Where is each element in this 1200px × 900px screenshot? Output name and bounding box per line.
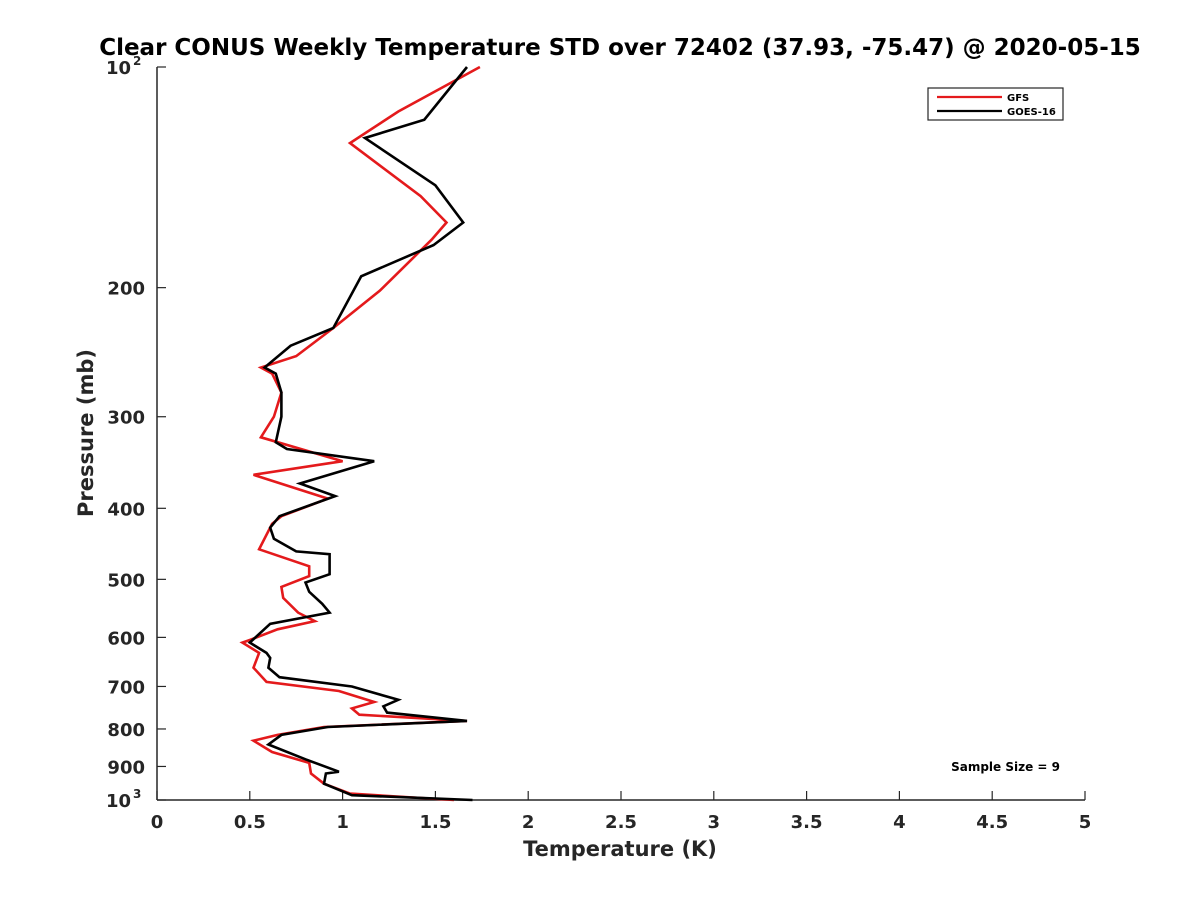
- x-tick-label: 5: [1079, 812, 1092, 833]
- x-tick-label: 4.5: [976, 812, 1008, 833]
- y-tick-label-exponent: 2: [133, 54, 141, 68]
- y-tick-label: 300: [107, 408, 145, 429]
- y-tick-label-exponent: 3: [133, 787, 141, 801]
- y-tick-label: 700: [107, 677, 145, 698]
- y-tick-label: 600: [107, 628, 145, 649]
- x-tick-label: 0: [151, 812, 164, 833]
- plot-area: [156, 67, 1085, 801]
- legend: GFS GOES-16: [927, 87, 1064, 121]
- y-tick-label: 900: [107, 757, 145, 778]
- legend-label-gfs: GFS: [1007, 93, 1029, 104]
- y-tick-label: 500: [107, 570, 145, 591]
- x-tick-label: 1.5: [419, 812, 451, 833]
- x-tick-label: 3.5: [791, 812, 823, 833]
- y-tick-label: 10: [106, 791, 131, 812]
- x-tick-label: 1: [336, 812, 349, 833]
- x-tick-label: 3: [708, 812, 721, 833]
- x-axis-ticks: 0 0.5 1 1.5 2 2.5 3 3.5 4 4.5 5: [151, 791, 1092, 833]
- chart-title: Clear CONUS Weekly Temperature STD over …: [99, 35, 1141, 61]
- legend-box: [927, 87, 1064, 121]
- sample-size-annotation: Sample Size = 9: [951, 760, 1060, 774]
- x-axis-label: Temperature (K): [523, 837, 717, 861]
- x-tick-label: 2.5: [605, 812, 637, 833]
- y-tick-label: 400: [107, 499, 145, 520]
- y-axis-label: Pressure (mb): [74, 349, 98, 517]
- series-layer: [239, 65, 481, 802]
- y-tick-label: 800: [107, 720, 145, 741]
- x-tick-label: 2: [522, 812, 535, 833]
- legend-label-goes16: GOES-16: [1007, 107, 1056, 118]
- x-tick-label: 4: [893, 812, 906, 833]
- series-line-goes16: [247, 66, 473, 802]
- x-tick-label: 0.5: [234, 812, 266, 833]
- y-tick-label: 10: [106, 58, 131, 79]
- y-tick-label: 200: [107, 279, 145, 300]
